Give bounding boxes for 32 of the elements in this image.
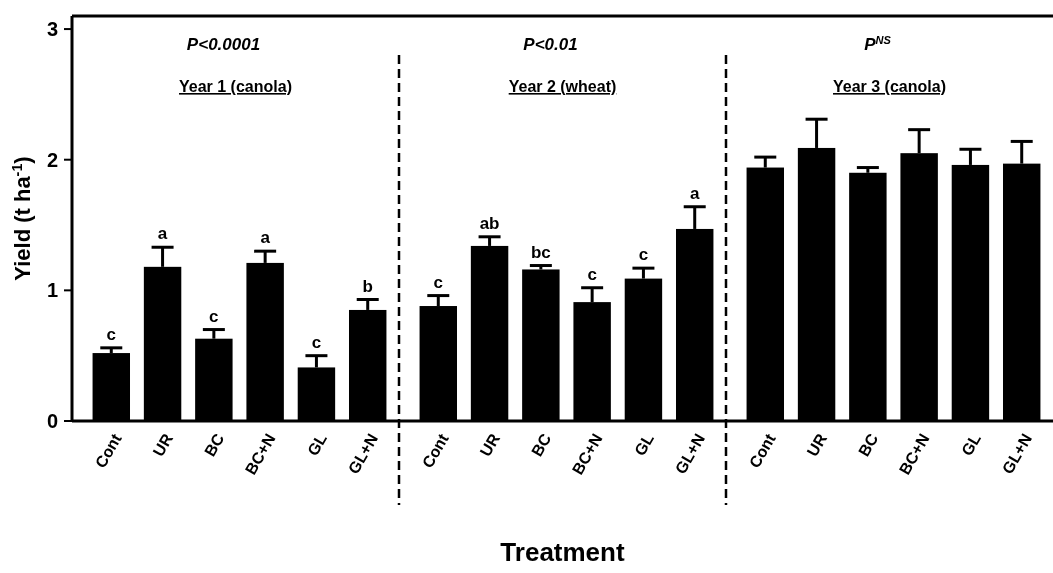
text: P$^{NS}$ xyxy=(864,34,892,54)
annotation: c xyxy=(638,245,649,265)
text: Year 1 (canola) xyxy=(179,78,292,95)
text: Year 3 (canola) xyxy=(833,78,946,95)
x-tick-label: GL xyxy=(304,430,330,459)
x-tick-label: BC xyxy=(855,430,882,460)
x-tick-label: BC xyxy=(528,430,555,460)
x-tick-label: GL xyxy=(958,430,984,459)
annotation: c xyxy=(209,306,219,326)
annotation: c xyxy=(106,324,117,344)
x-tick-label: UR xyxy=(149,430,177,460)
y-tick-label: 2 xyxy=(46,148,58,171)
x-tick-label: BC xyxy=(201,430,228,460)
x-tick-label: GL xyxy=(631,430,657,459)
x-tick-label: UR xyxy=(803,430,831,460)
text: Year 2 (wheat) xyxy=(508,78,617,95)
text: P<0.0001 xyxy=(186,35,261,54)
annotation: c xyxy=(311,332,322,352)
y-tick-label: 0 xyxy=(46,410,58,432)
annotation: a xyxy=(689,183,700,203)
y-tick-label: 1 xyxy=(46,279,58,302)
annotation: a xyxy=(157,224,168,244)
x-axis-title: Treatment xyxy=(500,537,625,567)
annotation: a xyxy=(260,228,271,248)
annotation: c xyxy=(433,272,444,292)
x-tick-label: UR xyxy=(476,430,504,460)
y-tick-label: 3 xyxy=(46,18,58,41)
annotation: ab xyxy=(479,213,500,233)
annotation: bc xyxy=(530,242,551,262)
annotation: c xyxy=(587,264,597,284)
text: P<0.01 xyxy=(523,35,578,54)
annotation: b xyxy=(362,276,373,296)
